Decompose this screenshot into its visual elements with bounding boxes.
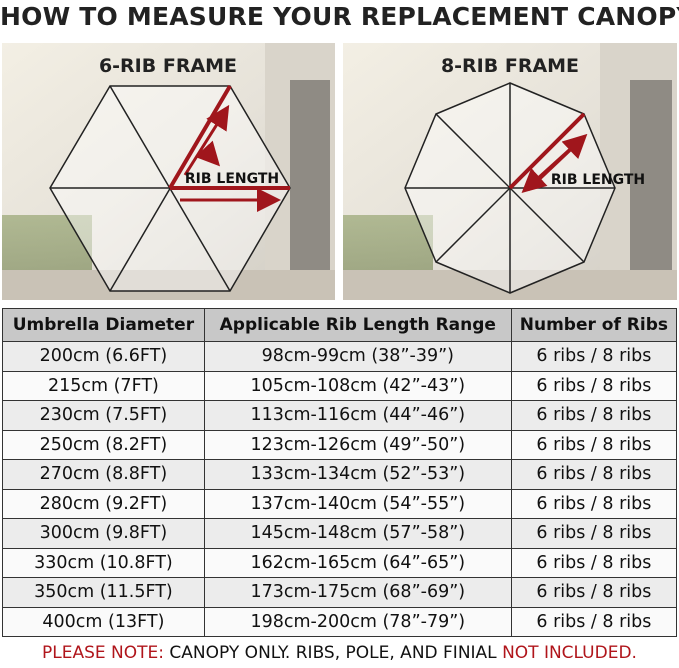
panel-title: 6-RIB FRAME (99, 55, 237, 77)
note-label: PLEASE NOTE: (42, 643, 165, 663)
table-cell: 230cm (7.5FT) (2, 400, 205, 431)
table-cell: 6 ribs / 8 ribs (510, 370, 678, 401)
table-cell: 6 ribs / 8 ribs (510, 341, 678, 372)
table-cell: 330cm (10.8FT) (2, 547, 205, 578)
table-cell: 6 ribs / 8 ribs (510, 606, 678, 637)
rib-arrows (168, 84, 588, 212)
table-cell: 6 ribs / 8 ribs (510, 400, 678, 431)
column-header: Number of Ribs (510, 308, 678, 342)
table-cell: 6 ribs / 8 ribs (510, 459, 678, 490)
table-cell: 137cm-140cm (54”-55”) (203, 488, 512, 519)
table-cell: 250cm (8.2FT) (2, 429, 205, 460)
table-row: 400cm (13FT) 198cm-200cm (78”-79”) 6 ribs … (2, 606, 678, 637)
size-table: Umbrella Diameter Applicable Rib Length R… (2, 308, 678, 637)
table-row: 270cm (8.8FT) 133cm-134cm (52”-53”) 6 ribs… (2, 459, 678, 490)
table-cell: 145cm-148cm (57”-58”) (203, 518, 512, 549)
table-row: 250cm (8.2FT) 123cm-126cm (49”-50”) 6 ribs… (2, 429, 678, 460)
table-cell: 162cm-165cm (64”-65”) (203, 547, 512, 578)
note-emphasis: NOT INCLUDED. (502, 643, 637, 663)
table-cell: 133cm-134cm (52”-53”) (203, 459, 512, 490)
table-cell: 173cm-175cm (68”-69”) (203, 577, 512, 608)
table-cell: 215cm (7FT) (2, 370, 205, 401)
table-cell: 113cm-116cm (44”-46”) (203, 400, 512, 431)
photo-right (343, 43, 677, 300)
table-cell: 198cm-200cm (78”-79”) (203, 606, 512, 637)
table-row: 330cm (10.8FT) 162cm-165cm (64”-65”) 6 rib… (2, 547, 678, 578)
rib-label: RIB LENGTH (551, 172, 645, 188)
table-cell: 300cm (9.8FT) (2, 518, 205, 549)
table-cell: 123cm-126cm (49”-50”) (203, 429, 512, 460)
table-cell: 200cm (6.6FT) (2, 341, 205, 372)
table-cell: 280cm (9.2FT) (2, 488, 205, 519)
table-cell: 350cm (11.5FT) (2, 577, 205, 608)
table-cell: 6 ribs / 8 ribs (510, 518, 678, 549)
table-row: 300cm (9.8FT) 145cm-148cm (57”-58”) 6 ribs… (2, 518, 678, 549)
table-cell: 270cm (8.8FT) (2, 459, 205, 490)
table-cell: 6 ribs / 8 ribs (510, 488, 678, 519)
table-cell: 6 ribs / 8 ribs (510, 429, 678, 460)
diagrams: 6-RIB FRAME RIB LENGTH 8-RIB FRAME RIB L… (2, 43, 677, 300)
table-cell: 400cm (13FT) (2, 606, 205, 637)
table-row: 230cm (7.5FT) 113cm-116cm (44”-46”) 6 ribs… (2, 400, 678, 431)
table-row: 280cm (9.2FT) 137cm-140cm (54”-55”) 6 ribs… (2, 488, 678, 519)
footer-note: PLEASE NOTE: CANOPY ONLY. RIBS, POLE, AN… (0, 643, 679, 663)
note-text: CANOPY ONLY. RIBS, POLE, AND FINIAL (169, 643, 497, 663)
rib-label: RIB LENGTH (185, 171, 279, 187)
panel-title: 8-RIB FRAME (441, 55, 579, 77)
table-row: 200cm (6.6FT) 98cm-99cm (38”-39”) 6 ribs /… (2, 341, 678, 372)
column-header: Umbrella Diameter (2, 308, 205, 342)
table-cell: 6 ribs / 8 ribs (510, 547, 678, 578)
table-row: 350cm (11.5FT) 173cm-175cm (68”-69”) 6 rib… (2, 577, 678, 608)
table-row: 215cm (7FT) 105cm-108cm (42”-43”) 6 ribs /… (2, 370, 678, 401)
header-row: Umbrella Diameter Applicable Rib Length R… (2, 308, 678, 342)
table-cell: 6 ribs / 8 ribs (510, 577, 678, 608)
title: HOW TO MEASURE YOUR REPLACEMENT CANOPY? (0, 2, 679, 31)
table-cell: 98cm-99cm (38”-39”) (203, 341, 512, 372)
column-header: Applicable Rib Length Range (203, 308, 512, 342)
table-cell: 105cm-108cm (42”-43”) (203, 370, 512, 401)
